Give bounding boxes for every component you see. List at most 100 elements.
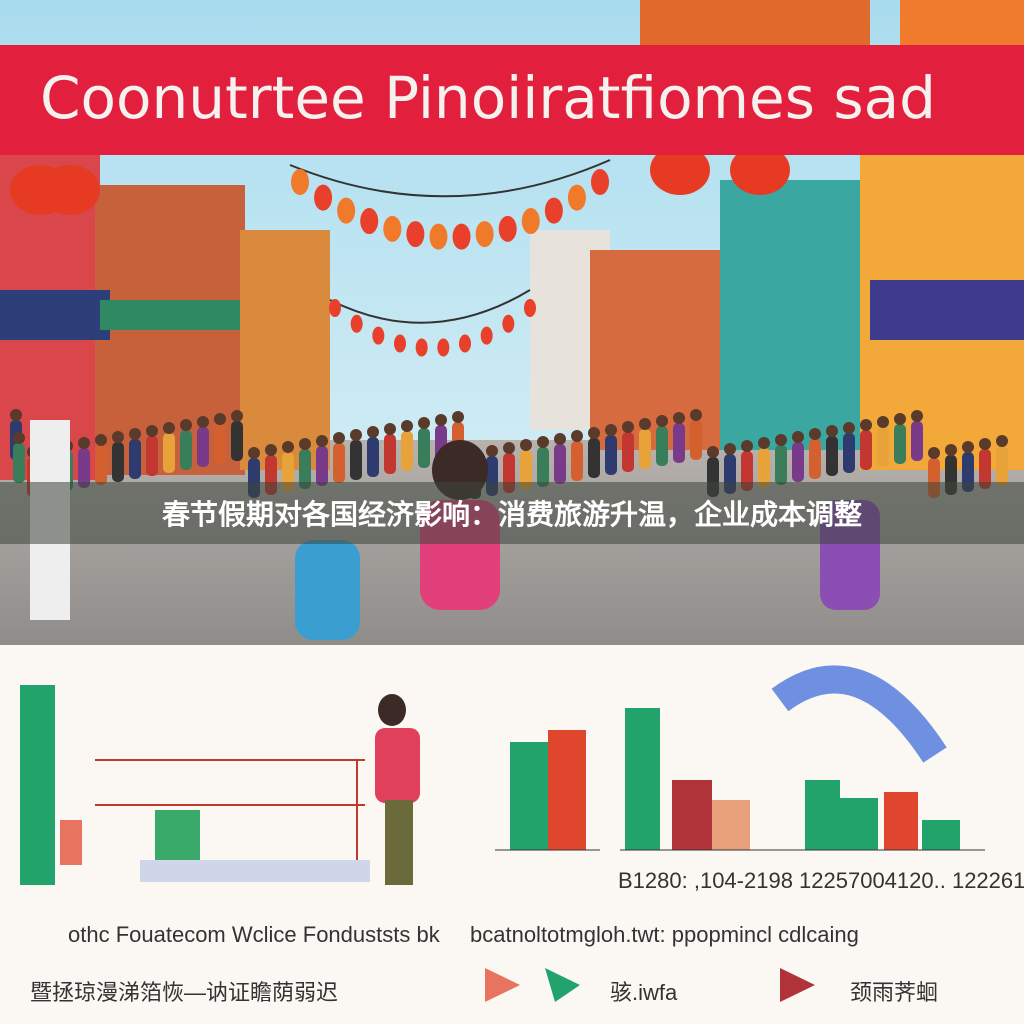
lantern	[459, 334, 471, 353]
person	[333, 443, 345, 483]
arc	[771, 665, 947, 763]
person	[809, 439, 821, 479]
lantern-string	[329, 289, 531, 324]
person	[860, 430, 872, 470]
presenter-head	[378, 694, 406, 726]
person-head	[639, 418, 651, 430]
lantern	[475, 221, 494, 248]
bar	[510, 742, 548, 850]
bar	[140, 860, 370, 882]
lantern	[437, 338, 450, 357]
person	[673, 423, 685, 463]
person	[554, 444, 566, 484]
person	[537, 447, 549, 487]
person	[163, 433, 175, 473]
person	[758, 448, 770, 488]
lantern	[406, 221, 425, 248]
person	[843, 433, 855, 473]
person-head	[129, 428, 141, 440]
awning	[100, 300, 240, 330]
person-head	[656, 415, 668, 427]
person-head	[673, 412, 685, 424]
person	[231, 421, 243, 461]
person-head	[95, 434, 107, 446]
lantern	[567, 184, 586, 211]
person-head	[996, 435, 1008, 447]
person	[197, 427, 209, 467]
awning	[0, 290, 110, 340]
icon	[545, 968, 580, 1002]
bar	[922, 820, 960, 850]
icon	[780, 968, 815, 1002]
lantern	[429, 223, 448, 250]
chart-label: bcatnoltotmgloh.twt: ppopmincl cdlcaing	[470, 922, 859, 947]
lanterns	[10, 145, 790, 357]
presenter-body	[375, 728, 420, 803]
bar	[672, 780, 712, 850]
person	[367, 437, 379, 477]
footer-text: 颈雨荠蛔	[850, 980, 938, 1005]
bar	[805, 780, 840, 850]
person-head	[826, 425, 838, 437]
person	[979, 449, 991, 489]
person	[78, 448, 90, 488]
bar	[155, 810, 200, 860]
person-head	[724, 443, 736, 455]
person-head	[741, 440, 753, 452]
person-head	[401, 420, 413, 432]
awning	[870, 280, 1024, 340]
person-head	[282, 441, 294, 453]
person-head	[707, 446, 719, 458]
person	[418, 428, 430, 468]
chart-middle	[495, 730, 600, 851]
lantern	[452, 223, 471, 250]
lantern	[394, 334, 406, 353]
bar	[548, 730, 586, 850]
person-head	[146, 425, 158, 437]
icon	[485, 968, 520, 1002]
person-head	[520, 439, 532, 451]
footer-text: 骇.iwfa	[610, 980, 678, 1005]
person	[214, 424, 226, 464]
person-head	[860, 419, 872, 431]
building	[590, 250, 720, 450]
person-head	[350, 429, 362, 441]
lantern	[591, 169, 609, 195]
person-head	[214, 413, 226, 425]
person-head	[758, 437, 770, 449]
person-head	[248, 447, 260, 459]
person-head	[588, 427, 600, 439]
person	[571, 441, 583, 481]
person	[656, 426, 668, 466]
roof	[640, 0, 870, 45]
person	[775, 445, 787, 485]
footer-text: 暨拯琼漫涕箔恢—讷证瞻荫弱迟	[30, 980, 338, 1005]
person	[690, 420, 702, 460]
person	[877, 427, 889, 467]
person-head	[316, 435, 328, 447]
person-head	[13, 432, 25, 444]
person-head	[163, 422, 175, 434]
lantern-string	[289, 159, 611, 198]
person-head	[503, 442, 515, 454]
person	[741, 451, 753, 491]
person-head	[10, 409, 22, 421]
person	[792, 442, 804, 482]
chart-right	[620, 665, 985, 851]
lantern	[480, 326, 493, 345]
person	[588, 438, 600, 478]
lantern	[524, 299, 536, 317]
person	[520, 450, 532, 490]
chart-label: othc Fouatecom Wclice Fonduststs bk	[68, 922, 441, 947]
person	[112, 442, 124, 482]
person	[911, 421, 923, 461]
lantern	[415, 338, 428, 357]
person-head	[384, 423, 396, 435]
person-head	[962, 441, 974, 453]
person-head	[571, 430, 583, 442]
person	[316, 446, 328, 486]
person-head	[537, 436, 549, 448]
crowd	[10, 409, 1008, 499]
